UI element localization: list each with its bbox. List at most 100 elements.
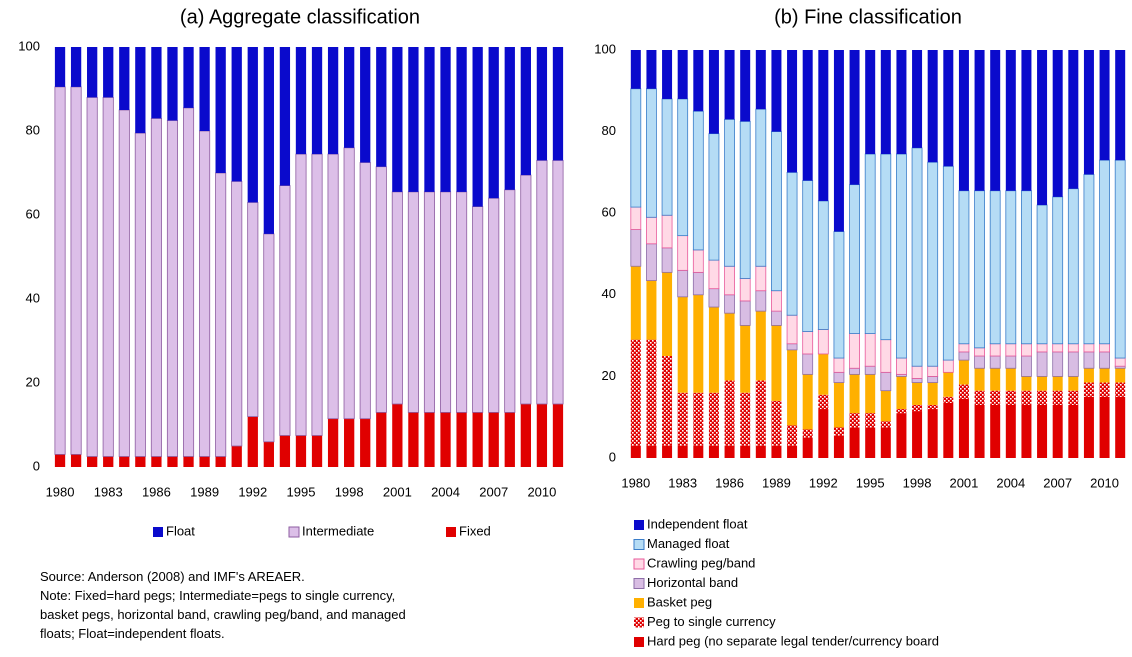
bar-segment [536,159,548,405]
bar-segment [911,365,923,379]
bar-segment [802,180,814,332]
bar-segment [771,310,782,326]
bar-segment [199,130,211,457]
bar-segment [1099,382,1110,397]
bar-segment [880,50,891,155]
bar-segment [849,333,860,369]
bar-segment [943,402,954,458]
bar-segment [552,159,564,405]
bar-segment [771,50,782,132]
bar-segment [376,47,387,167]
bar-segment [279,185,291,436]
bar-segment [989,190,1001,345]
bar-segment [1099,351,1110,369]
bar-segment [134,132,146,457]
bar-segment [343,147,355,420]
bar-segment [151,456,162,467]
bar-segment [183,456,194,467]
legend-label: Horizontal band [647,575,738,590]
x-tick-label: 2010 [1090,475,1119,490]
bar-segment [896,376,907,410]
bar-segment [646,243,657,281]
bar-segment [692,271,704,296]
bar-segment [896,413,907,458]
bar-segment [880,371,892,392]
bar-segment [1068,50,1079,189]
bar-segment [661,247,673,273]
bar-segment [724,294,735,314]
bar-segment [424,412,435,467]
bar-segment [724,380,735,446]
bar-segment [740,325,751,393]
bar-segment [739,278,751,302]
bar-segment [1005,190,1017,345]
bar-segment [974,190,985,349]
legend-label: Independent float [647,516,748,531]
bar-segment [990,50,1001,191]
bar-segment [802,374,813,430]
bar-segment [755,445,766,458]
bar-segment [408,412,419,467]
bar-segment [958,398,969,458]
legend-swatch [153,527,163,537]
bar-segment [724,445,735,458]
legend-swatch [446,527,456,537]
bar-segment [708,288,720,308]
bar-segment [864,333,876,367]
bar-segment [802,429,813,438]
bar-segment [880,427,891,458]
bar-segment [118,109,130,457]
bar-segment [1005,50,1016,191]
bar-segment [54,454,66,467]
bar-segment [708,445,719,458]
bar-segment [215,456,226,467]
bar-segment [818,394,829,410]
bar-segment [755,290,767,312]
bar-segment [1036,204,1048,345]
bar-segment [927,50,938,163]
y-tick-label: 20 [602,368,616,383]
x-tick-label: 1992 [809,475,838,490]
legend-swatch [633,558,645,570]
bar-segment [942,165,954,361]
bar-segment [708,133,720,261]
bar-segment [786,343,798,351]
bar-segment [247,201,259,417]
bar-segment [1067,188,1079,345]
bar-segment [456,191,468,413]
bar-segment [911,378,923,383]
bar-segment [787,349,798,426]
x-tick-label: 2007 [479,484,508,499]
bar-segment [786,171,798,316]
chart-title: (a) Aggregate classification [180,6,420,28]
legend-swatch [288,526,300,538]
bar-segment [818,353,829,395]
x-tick-label: 1980 [621,475,650,490]
bar-segment [708,392,719,446]
bar-segment [536,404,548,467]
legend-label: Intermediate [302,523,374,538]
x-tick-label: 1980 [46,484,75,499]
bar-segment [439,191,452,413]
bar-segment [150,118,162,457]
bar-segment [488,412,499,467]
bar-segment [231,446,242,467]
bar-segment [833,50,844,232]
bar-segment [865,413,876,428]
bar-segment [927,409,938,458]
bar-segment [1036,343,1048,353]
bar-segment [1005,355,1017,369]
bar-segment [927,365,939,377]
bar-segment [1021,376,1032,391]
bar-segment [1052,404,1063,458]
bar-segment [199,456,210,467]
bar-segment [295,47,307,155]
bar-segment [183,47,194,108]
bar-segment [1099,50,1110,161]
bar-segment [1083,351,1095,369]
bar-segment [864,153,876,334]
bar-segment [1099,159,1110,345]
bar-segment [833,382,844,428]
bar-segment [456,47,467,192]
